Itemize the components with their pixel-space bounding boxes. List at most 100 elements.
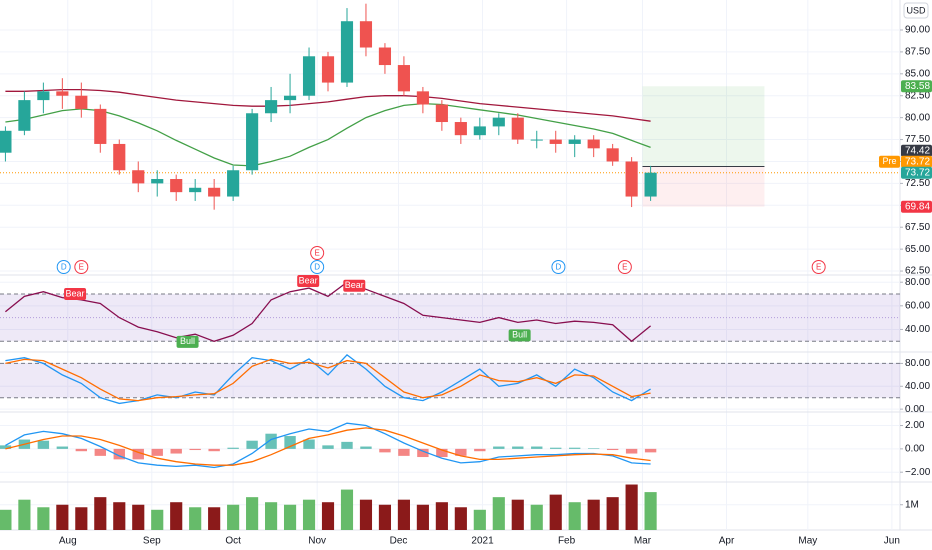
volume-bar	[189, 507, 202, 530]
candle-body	[132, 170, 145, 184]
volume-bar	[473, 509, 486, 530]
volume-bar	[359, 499, 373, 530]
candle-body	[0, 130, 12, 153]
series-line	[5, 102, 651, 167]
y-tick-label: 60.00	[905, 300, 930, 311]
y-tick-label: 0.00	[905, 404, 925, 415]
volume-bar	[246, 497, 259, 530]
event-label: E	[622, 263, 627, 272]
histogram-bar	[360, 446, 372, 449]
candle-body	[568, 139, 581, 144]
event-label: D	[556, 263, 562, 272]
volume-bar	[340, 489, 354, 530]
event-label: D	[314, 263, 320, 272]
histogram-bar	[436, 448, 448, 458]
y-tick-label: 85.00	[905, 68, 930, 79]
candle-body	[530, 139, 543, 141]
annotation-label: Bull	[180, 336, 195, 346]
price-tag	[901, 155, 932, 168]
volume-bar	[0, 509, 12, 530]
candle-body	[340, 21, 354, 83]
candle-body	[113, 143, 126, 171]
y-tick-label: 2.00	[905, 420, 925, 431]
x-tick-label: Nov	[308, 536, 326, 547]
plot-area	[0, 0, 900, 530]
x-tick-label: Aug	[59, 536, 77, 547]
x-tick-label: Dec	[390, 536, 408, 547]
y-tick-label: 65.00	[905, 244, 930, 255]
annotation-label: Bear	[299, 275, 318, 285]
candle-body	[606, 148, 619, 162]
currency-button[interactable]	[903, 2, 929, 19]
volume-bar	[208, 507, 221, 530]
candle-body	[397, 65, 410, 92]
candle-body	[265, 100, 278, 114]
volume-bar	[530, 504, 543, 530]
volume-bar	[265, 502, 278, 530]
histogram-bar	[56, 446, 69, 449]
histogram-bar	[550, 447, 562, 449]
price-tag-label: 69.84	[905, 201, 930, 212]
histogram-bar	[132, 448, 144, 460]
y-tick-label: 77.50	[905, 134, 930, 145]
series-line	[5, 427, 651, 466]
price-tag-label: 73.72	[905, 167, 930, 178]
y-tick-label: 72.50	[905, 178, 930, 189]
event-marker[interactable]	[551, 260, 566, 274]
histogram-bar	[265, 433, 277, 449]
volume-bar	[321, 502, 335, 530]
volume-bar	[549, 494, 562, 530]
candle-body	[511, 117, 524, 140]
currency-label: USD	[906, 5, 926, 15]
price-tag-prefix	[879, 155, 900, 168]
series-line	[5, 358, 651, 402]
volume-bar	[435, 502, 448, 530]
candle-body	[435, 104, 448, 123]
candle-body	[321, 56, 335, 83]
candle-body	[473, 126, 486, 136]
event-marker[interactable]	[74, 260, 89, 274]
volume-bar	[94, 497, 107, 530]
candle-body	[359, 21, 373, 48]
annotation-box	[343, 279, 366, 292]
y-tick-label: 90.00	[905, 25, 930, 36]
y-tick-label: −2.00	[905, 467, 931, 478]
histogram-bar	[322, 445, 334, 449]
volume-bar	[151, 509, 164, 530]
x-tick-label: Sep	[143, 536, 161, 547]
histogram-bar	[303, 439, 315, 449]
candle-body	[302, 56, 316, 96]
event-marker[interactable]	[310, 246, 325, 260]
annotation-label: Bear	[345, 280, 364, 290]
candle-body	[94, 108, 107, 144]
candle-body	[189, 187, 202, 193]
annotation-label: Bear	[66, 288, 85, 298]
x-tick-label: 2021	[471, 536, 494, 547]
event-label: E	[314, 249, 319, 258]
histogram-bar	[644, 448, 657, 453]
x-tick-label: May	[798, 536, 817, 547]
event-marker[interactable]	[811, 260, 826, 274]
volume-bar	[397, 499, 410, 530]
histogram-bar	[208, 448, 220, 452]
event-label: E	[79, 263, 84, 272]
candle-body	[283, 95, 297, 101]
histogram-bar	[531, 446, 543, 449]
y-tick-label: 87.50	[905, 47, 930, 58]
x-tick-label: Oct	[225, 536, 241, 547]
candle-body	[151, 179, 164, 184]
y-tick-label: 1M	[905, 499, 919, 510]
event-marker[interactable]	[617, 260, 632, 274]
price-tag-label: 83.58	[905, 81, 930, 92]
histogram-bar	[94, 448, 106, 456]
price-tag	[901, 80, 932, 93]
event-marker[interactable]	[56, 260, 71, 274]
volume-bar	[170, 502, 183, 530]
histogram-bar	[0, 445, 12, 449]
event-marker[interactable]	[310, 260, 325, 274]
y-tick-label: 40.00	[905, 381, 930, 392]
histogram-bar	[189, 448, 201, 451]
volume-bar	[568, 502, 581, 530]
histogram-bar	[587, 448, 600, 449]
